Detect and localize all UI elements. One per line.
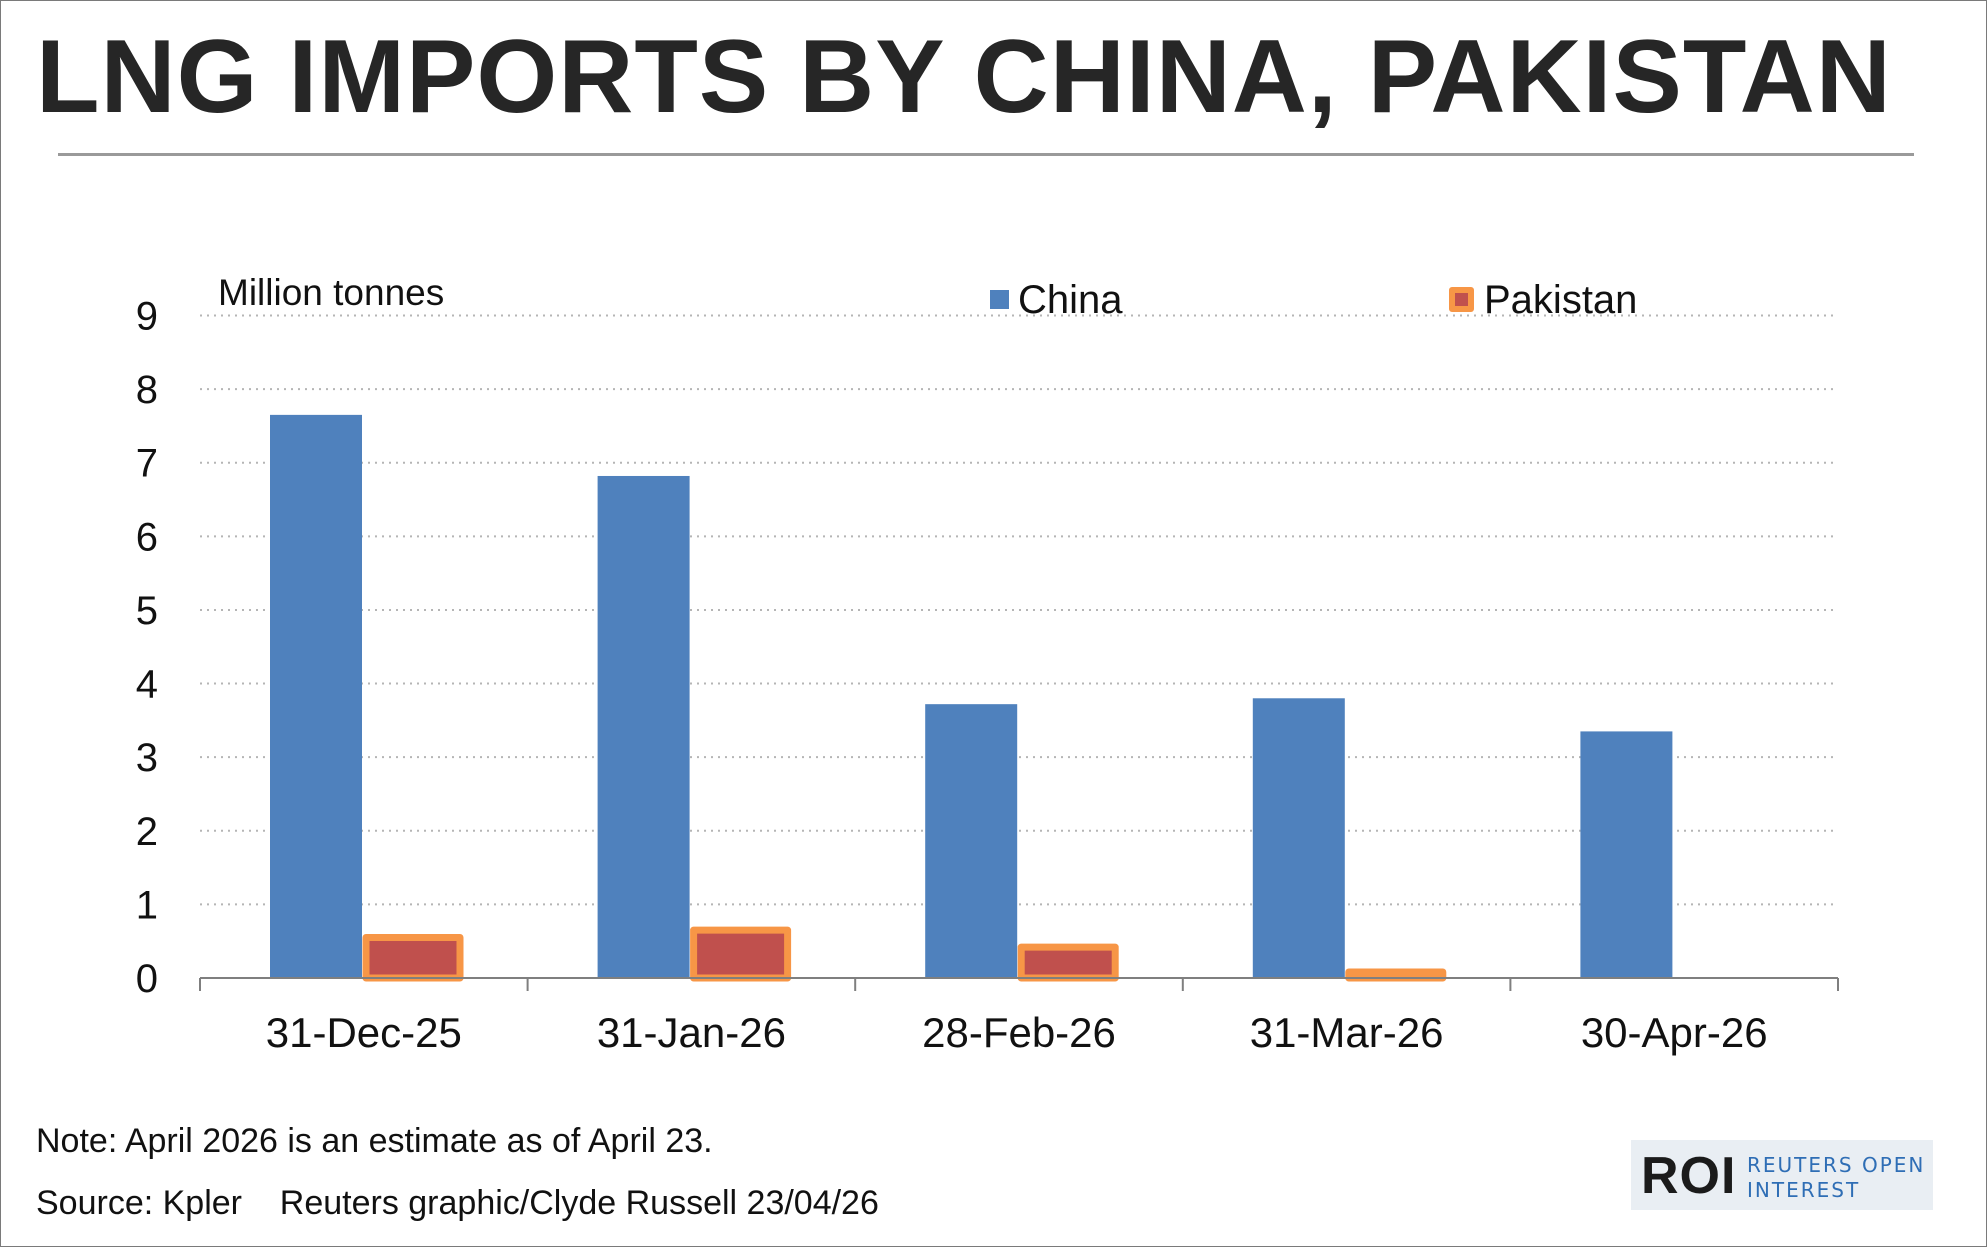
- legend-swatch-pakistan: [1449, 287, 1474, 312]
- y-axis-label: Million tonnes: [218, 272, 444, 313]
- y-tick-label-1: 1: [136, 883, 158, 927]
- gridlines: [200, 314, 1838, 906]
- legend-label-china: China: [1018, 278, 1123, 322]
- y-tick-label-3: 3: [136, 736, 158, 780]
- title-divider: [58, 153, 1914, 156]
- y-tick-label-5: 5: [136, 589, 158, 633]
- bars: [270, 414, 1673, 982]
- y-tick-label-6: 6: [136, 515, 158, 559]
- x-tick-label-31-Mar-26: 31-Mar-26: [1250, 1009, 1444, 1056]
- bar-pakistan-31-Jan-26: [690, 926, 792, 982]
- bar-pakistan-31-Dec-25: [362, 934, 464, 982]
- roi-logo: ROI REUTERS OPEN INTEREST: [1631, 1140, 1933, 1210]
- y-tick-label-8: 8: [136, 368, 158, 412]
- axes: 0 1 2 3 4 5 6 7 8 9 31-Dec-25 31-Jan-26 28-Feb-26 31-…: [136, 295, 1839, 1056]
- roi-logo-line2: INTEREST: [1747, 1178, 1861, 1202]
- x-tick-label-30-Apr-26: 30-Apr-26: [1581, 1009, 1768, 1056]
- bar-china-28-Feb-26: [925, 704, 1018, 978]
- y-tick-label-7: 7: [136, 442, 158, 486]
- chart-title: LNG IMPORTS BY CHINA, PAKISTAN: [36, 19, 1892, 135]
- legend-swatch-china: [990, 290, 1009, 309]
- footnote: Note: April 2026 is an estimate as of Ap…: [36, 1122, 713, 1160]
- x-tick-label-28-Feb-26: 28-Feb-26: [922, 1009, 1116, 1056]
- bar-china-30-Apr-26: [1580, 731, 1673, 978]
- x-tick-label-31-Jan-26: 31-Jan-26: [597, 1009, 786, 1056]
- y-tick-label-2: 2: [136, 810, 158, 854]
- roi-logo-line1: REUTERS OPEN: [1747, 1153, 1926, 1177]
- bar-pakistan-28-Feb-26: [1017, 943, 1119, 982]
- y-tick-label-4: 4: [136, 663, 158, 707]
- chart-area: 0 1 2 3 4 5 6 7 8 9 31-Dec-25 31-Jan-26 28-Feb-26 31-…: [136, 272, 1839, 1056]
- bar-china-31-Jan-26: [597, 475, 690, 978]
- bar-china-31-Dec-25: [270, 414, 362, 978]
- bar-china-31-Mar-26: [1252, 698, 1345, 978]
- roi-logo-text: REUTERS OPEN INTEREST: [1747, 1153, 1925, 1203]
- y-tick-label-9: 9: [136, 295, 158, 339]
- y-tick-label-0: 0: [136, 957, 158, 1001]
- roi-logo-mark: ROI: [1641, 1147, 1737, 1205]
- source-credit: Source: Kpler Reuters graphic/Clyde Russ…: [36, 1184, 879, 1222]
- x-tick-label-31-Dec-25: 31-Dec-25: [266, 1009, 462, 1056]
- legend: China Pakistan: [990, 278, 1637, 322]
- legend-label-pakistan: Pakistan: [1484, 278, 1637, 322]
